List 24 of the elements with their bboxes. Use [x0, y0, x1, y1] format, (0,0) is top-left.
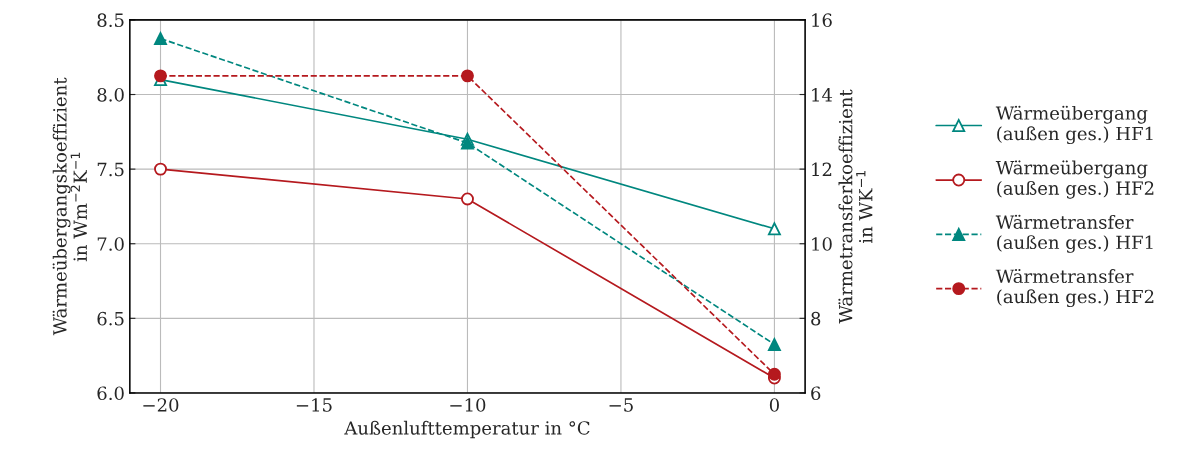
legend-label: Wärmetransfer (außen ges.) HF2 [995, 269, 1154, 308]
x-tick-label: 0 [769, 398, 779, 412]
y2-tick-label: 16 [812, 13, 832, 28]
x-tick-label: −15 [296, 398, 332, 412]
y-tick-label: 7.0 [97, 237, 124, 251]
legend-label: Wärmeübergang (außen ges.) HF2 [995, 160, 1154, 199]
y2-tick-label: 14 [812, 87, 833, 102]
y-tick-label: 6.5 [97, 311, 124, 326]
y2-tick-label: 6 [811, 386, 821, 401]
x-axis-title: Außenlufttemperatur in °C [344, 420, 590, 439]
x-tick-label: −5 [609, 398, 633, 412]
y2-tick-label: 12 [812, 162, 832, 176]
y2-tick-label: 10 [812, 237, 832, 251]
y2-axis-title: Wärmetransferkoeffizient in WK$^{−1}$ [838, 89, 873, 324]
x-tick-label: −20 [143, 398, 179, 412]
y-tick-label: 6.0 [97, 386, 124, 401]
y2-tick-label: 8 [811, 311, 821, 326]
legend-label: Wärmetransfer (außen ges.) HF1 [995, 214, 1153, 253]
x-tick-label: −10 [450, 398, 486, 412]
y-axis-title: Wärmeübergangskoeffizient in Wm$^{−2}$K$^{−1}$ [52, 77, 87, 336]
y-tick-label: 8.0 [97, 87, 124, 102]
y-tick-label: 8.5 [97, 13, 124, 28]
y-tick-label: 7.5 [97, 162, 124, 177]
legend-label: Wärmeübergang (außen ges.) HF1 [995, 105, 1153, 145]
